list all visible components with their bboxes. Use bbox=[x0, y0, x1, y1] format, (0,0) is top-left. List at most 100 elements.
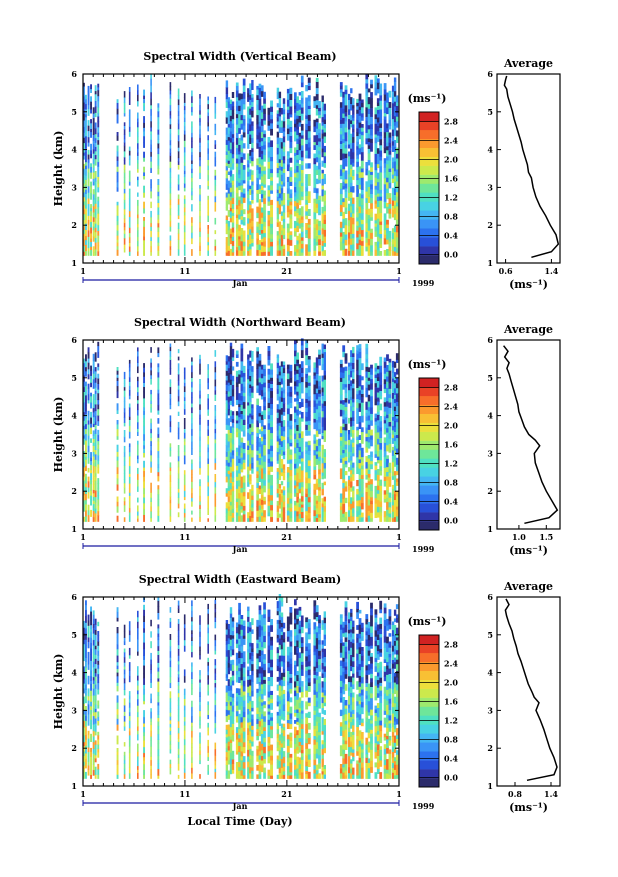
heatmap-cell bbox=[229, 137, 233, 143]
heatmap-cell bbox=[270, 474, 273, 482]
heatmap-cell bbox=[143, 452, 145, 458]
heatmap-cell bbox=[352, 490, 355, 498]
heatmap-cell bbox=[370, 167, 373, 172]
heatmap-cell bbox=[214, 204, 217, 212]
heatmap-cell bbox=[294, 340, 297, 345]
heatmap-cell bbox=[286, 176, 290, 182]
heatmap-cell bbox=[214, 179, 217, 186]
heatmap-cell bbox=[386, 410, 389, 415]
heatmap-cell bbox=[344, 460, 348, 465]
heatmap-cell bbox=[177, 119, 180, 124]
heatmap-cell bbox=[183, 109, 186, 115]
heatmap-cell bbox=[116, 215, 119, 222]
heatmap-cell bbox=[225, 101, 229, 108]
heatmap-cell bbox=[386, 406, 389, 411]
heatmap-cell bbox=[379, 83, 383, 90]
heatmap-cell bbox=[350, 487, 353, 492]
heatmap-cell bbox=[298, 376, 302, 384]
heatmap-cell bbox=[294, 195, 297, 202]
heatmap-cell bbox=[94, 128, 97, 135]
heatmap-cell bbox=[395, 196, 399, 203]
heatmap-cell bbox=[229, 248, 233, 256]
heatmap-cell bbox=[225, 502, 229, 509]
heatmap-cell bbox=[227, 123, 231, 128]
heatmap-cell bbox=[128, 242, 131, 247]
heatmap-cell bbox=[270, 456, 273, 462]
heatmap-cell bbox=[315, 229, 319, 237]
heatmap-cell bbox=[97, 351, 100, 358]
heatmap-cell bbox=[207, 377, 209, 383]
heatmap-cell bbox=[286, 477, 290, 482]
heatmap-cell bbox=[350, 432, 353, 437]
heatmap-cell bbox=[305, 387, 309, 393]
heatmap-cell bbox=[370, 208, 373, 213]
heatmap-cell bbox=[358, 478, 362, 486]
heatmap-cell bbox=[342, 128, 346, 136]
heatmap-cell bbox=[231, 380, 235, 385]
heatmap-cell bbox=[231, 504, 235, 509]
heatmap-cell bbox=[348, 219, 351, 227]
heatmap-cell bbox=[90, 365, 92, 371]
heatmap-cell bbox=[242, 459, 246, 463]
heatmap-cell bbox=[270, 397, 273, 404]
heatmap-cell bbox=[183, 479, 186, 486]
heatmap-cell bbox=[242, 103, 246, 110]
heatmap-cell bbox=[85, 161, 87, 166]
heatmap-cell bbox=[92, 199, 95, 207]
heatmap-cell bbox=[358, 369, 362, 376]
heatmap-cell bbox=[94, 440, 97, 446]
average-x-tick-label: 0.6 bbox=[499, 266, 513, 276]
heatmap-cell bbox=[256, 94, 259, 100]
colorbar-segment bbox=[419, 449, 439, 459]
heatmap-cell bbox=[374, 177, 378, 183]
heatmap-cell bbox=[92, 481, 95, 485]
heatmap-cell bbox=[276, 162, 280, 169]
heatmap-cell bbox=[376, 419, 380, 426]
heatmap-cell bbox=[225, 200, 229, 208]
heatmap-cell bbox=[365, 237, 369, 243]
heatmap-cell bbox=[247, 129, 250, 135]
heatmap-cell bbox=[276, 483, 280, 489]
heatmap-cell bbox=[231, 395, 235, 403]
heatmap-cell bbox=[85, 684, 87, 690]
heatmap-cell bbox=[350, 176, 353, 183]
heatmap-cell bbox=[256, 450, 259, 455]
heatmap-cell bbox=[235, 382, 239, 387]
heatmap-cell bbox=[97, 116, 100, 122]
heatmap-cell bbox=[116, 114, 119, 121]
heatmap-cell bbox=[379, 118, 383, 124]
heatmap-cell bbox=[350, 168, 353, 173]
heatmap-cell bbox=[214, 185, 217, 191]
heatmap-cell bbox=[157, 195, 160, 200]
heatmap-cell bbox=[225, 192, 229, 198]
heatmap-cell bbox=[87, 230, 90, 237]
heatmap-cell bbox=[94, 217, 97, 224]
heatmap-cell bbox=[225, 370, 229, 376]
heatmap-cell bbox=[247, 415, 250, 420]
heatmap-cell bbox=[225, 248, 229, 253]
heatmap-cell bbox=[348, 516, 351, 522]
heatmap-cell bbox=[358, 109, 362, 116]
heatmap-cell bbox=[356, 211, 359, 218]
heatmap-cell bbox=[267, 251, 271, 256]
heatmap-cell bbox=[150, 147, 152, 152]
heatmap-cell bbox=[90, 96, 92, 102]
heatmap-cell bbox=[87, 362, 90, 370]
heatmap-cell bbox=[296, 198, 299, 203]
heatmap-cell bbox=[342, 423, 346, 428]
heatmap-cell bbox=[358, 407, 362, 412]
heatmap-cell bbox=[97, 121, 100, 128]
heatmap-cell bbox=[231, 366, 235, 371]
heatmap-cell bbox=[183, 441, 186, 446]
heatmap-cell bbox=[305, 339, 309, 344]
heatmap-cell bbox=[365, 78, 369, 84]
heatmap-cell bbox=[242, 414, 246, 420]
heatmap-cell bbox=[128, 367, 131, 372]
heatmap-cell bbox=[191, 126, 193, 133]
heatmap-cell bbox=[344, 148, 348, 154]
heatmap-cell bbox=[240, 219, 244, 225]
heatmap-cell bbox=[143, 445, 145, 449]
heatmap-cell bbox=[191, 391, 193, 398]
heatmap-cell bbox=[92, 189, 95, 195]
heatmap-cell bbox=[348, 203, 351, 211]
